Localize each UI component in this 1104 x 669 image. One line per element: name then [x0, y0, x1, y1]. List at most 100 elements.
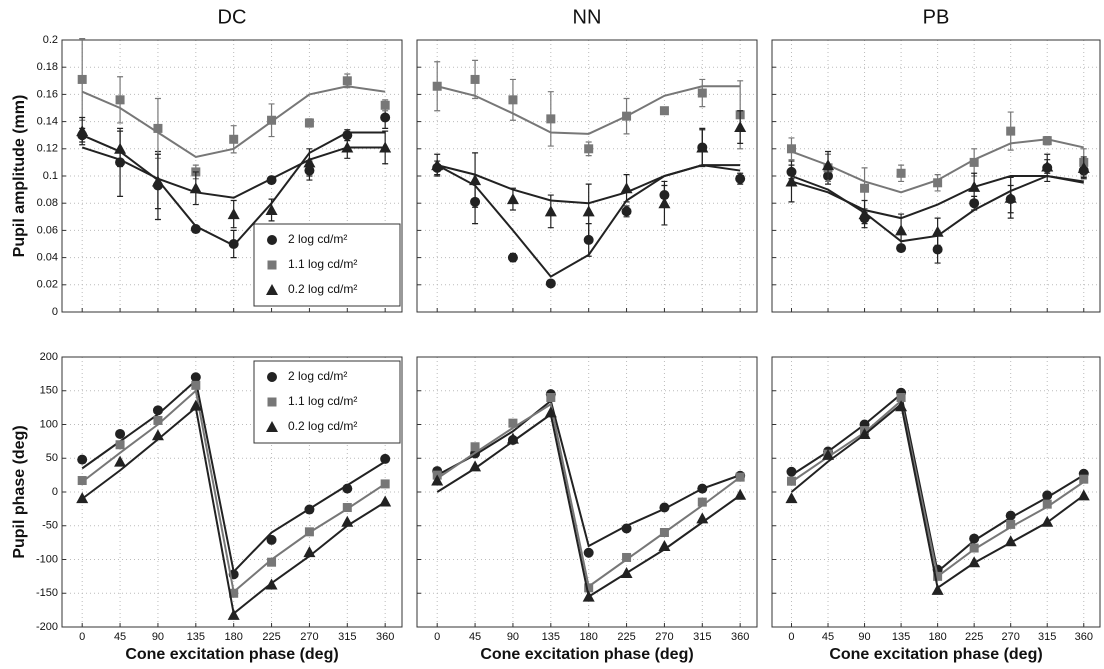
marker: [342, 76, 352, 86]
marker: [734, 121, 747, 133]
plot-frame: [416, 39, 758, 313]
marker: [342, 503, 352, 513]
y-tick-label: 0.04: [37, 252, 58, 264]
marker: [380, 453, 391, 464]
legend-marker: [267, 372, 277, 382]
x-tick-label: 315: [338, 631, 356, 643]
marker: [77, 454, 88, 465]
fit-line: [436, 402, 741, 589]
marker: [621, 523, 632, 534]
marker: [469, 460, 482, 472]
marker: [896, 243, 907, 254]
x-tick-label: 180: [580, 631, 598, 643]
marker: [620, 182, 633, 194]
marker: [659, 502, 670, 513]
marker: [583, 234, 594, 245]
marker: [785, 175, 798, 187]
marker: [228, 239, 239, 249]
marker: [1041, 160, 1054, 172]
marker: [969, 543, 979, 553]
y-tick-label: 0.08: [37, 197, 58, 209]
marker: [506, 432, 519, 444]
y-tick-label: 100: [40, 418, 58, 430]
marker: [968, 556, 981, 568]
marker: [265, 204, 278, 215]
x-tick-label: 90: [507, 631, 519, 643]
x-tick-label: 360: [376, 631, 394, 643]
marker: [229, 134, 239, 144]
y-tick-label: 0.12: [37, 143, 58, 155]
legend-marker: [267, 260, 277, 270]
y-axis-label: Pupil amplitude (mm): [11, 95, 28, 258]
marker: [895, 400, 908, 412]
marker: [191, 380, 201, 390]
marker: [968, 180, 981, 192]
marker: [303, 546, 316, 558]
x-tick-label: 135: [187, 631, 205, 643]
marker: [697, 497, 707, 507]
y-tick-label: -50: [42, 520, 58, 532]
legend-box: [253, 360, 401, 444]
marker: [860, 183, 870, 193]
marker: [895, 224, 908, 236]
marker: [115, 428, 126, 439]
legend-marker: [267, 235, 277, 245]
fit-line: [790, 399, 1085, 579]
x-tick-label: 360: [731, 631, 749, 643]
marker: [735, 472, 745, 482]
x-tick-label: 270: [1002, 631, 1020, 643]
marker: [342, 483, 353, 494]
marker: [1005, 510, 1016, 521]
marker: [584, 144, 594, 154]
marker: [153, 415, 163, 425]
legend-label: 0.2 log cd/m²: [288, 419, 357, 433]
marker: [508, 95, 518, 105]
marker: [1079, 474, 1089, 484]
marker: [469, 174, 482, 186]
x-tick-label: 225: [617, 631, 635, 643]
marker: [114, 142, 127, 154]
y-tick-label: -100: [36, 553, 58, 565]
marker: [342, 130, 353, 141]
marker: [858, 427, 871, 439]
x-tick-label: 360: [1075, 631, 1093, 643]
marker: [190, 224, 201, 235]
marker: [786, 476, 796, 486]
marker: [380, 100, 390, 110]
plot-frame: [61, 356, 403, 628]
marker: [1004, 191, 1017, 203]
marker: [969, 533, 980, 544]
marker: [1004, 535, 1017, 547]
x-tick-label: 0: [788, 631, 794, 643]
plot-frame: [61, 39, 403, 313]
y-tick-label: 0.1: [43, 170, 58, 182]
fit-line: [81, 146, 386, 199]
legend-label: 0.2 log cd/m²: [288, 282, 357, 296]
marker: [734, 488, 747, 500]
marker: [76, 492, 89, 504]
marker: [582, 590, 595, 602]
x-tick-label: 315: [1038, 631, 1056, 643]
marker: [190, 372, 201, 383]
marker: [622, 111, 632, 121]
x-tick-label: 180: [225, 631, 243, 643]
y-tick-label: -200: [36, 621, 58, 633]
marker: [583, 547, 594, 558]
marker: [696, 512, 709, 524]
y-tick-label: 50: [46, 452, 58, 464]
x-tick-label: 135: [892, 631, 910, 643]
marker: [380, 479, 390, 489]
marker: [114, 455, 127, 467]
marker: [1042, 490, 1053, 501]
marker: [229, 588, 239, 598]
legend-marker: [266, 284, 278, 295]
marker: [933, 571, 943, 581]
marker: [431, 159, 444, 171]
marker: [1042, 499, 1052, 509]
x-tick-label: 45: [114, 631, 126, 643]
marker: [896, 393, 906, 402]
marker: [470, 442, 480, 452]
marker: [584, 583, 594, 593]
fit-line: [790, 402, 1085, 590]
x-tick-label: 225: [262, 631, 280, 643]
